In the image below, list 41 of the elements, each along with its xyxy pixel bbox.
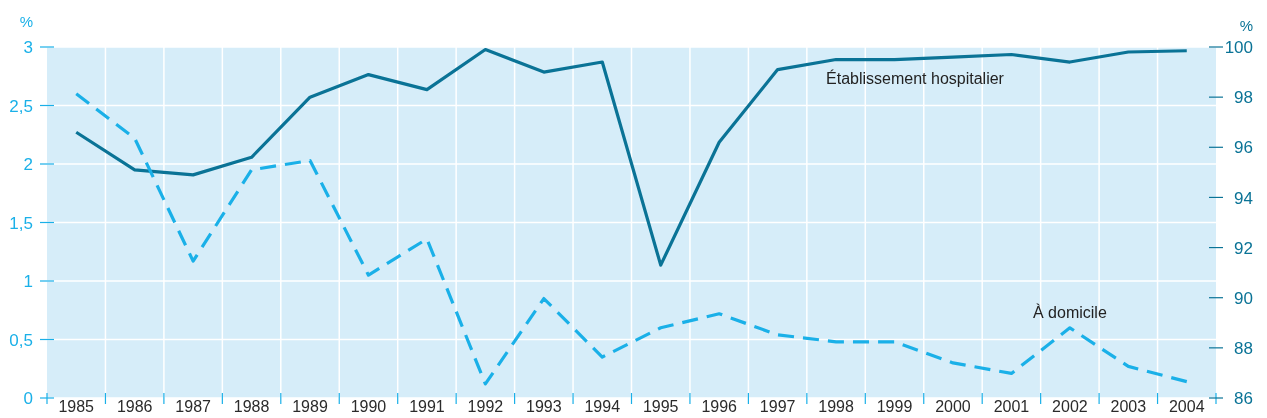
x-tick-label: 1989 (292, 398, 328, 415)
x-tick-label: 1995 (642, 398, 679, 415)
y2-tick-label: 90 (1234, 288, 1253, 308)
x-tick-label: 1997 (759, 398, 796, 415)
y-axis-title: % (19, 13, 33, 30)
y-tick-label: 2,5 (9, 96, 33, 116)
x-tick-label: 1998 (818, 398, 854, 415)
y-tick-label: 0,5 (9, 330, 33, 350)
x-tick-label: 1992 (467, 398, 504, 415)
x-tick-label: 1991 (409, 398, 445, 415)
y-tick-label: 0 (23, 389, 33, 409)
x-tick-label: 1986 (116, 398, 153, 415)
x-tick-label: 2001 (993, 398, 1030, 415)
y2-tick-label: 94 (1234, 188, 1253, 208)
y2-tick-label: 86 (1234, 389, 1253, 409)
x-tick-label: 1994 (584, 398, 621, 415)
y-tick-label: 3 (23, 38, 33, 58)
line-series (74, 92, 1189, 386)
y-tick-label: 1 (23, 272, 33, 292)
y2-tick-label: 96 (1234, 138, 1253, 158)
x-tick-label: 1999 (876, 398, 913, 415)
y-tick-label: 1,5 (9, 213, 33, 233)
y2-tick-label: 98 (1234, 88, 1253, 108)
x-tick-label: 1985 (58, 398, 95, 415)
series-label: Établissement hospitalier (826, 69, 1005, 87)
x-tick-label: 2004 (1168, 398, 1205, 415)
x-tick-label: 1988 (233, 398, 270, 415)
y2-tick-label: 100 (1224, 38, 1253, 58)
x-tick-label: 2002 (1052, 398, 1088, 415)
x-tick-label: 1996 (701, 398, 738, 415)
y2-tick-label: 88 (1234, 338, 1253, 358)
x-tick-label: 1987 (175, 398, 212, 415)
series-label: À domicile (1032, 303, 1107, 321)
x-tick-label: 2003 (1110, 398, 1147, 415)
y2-tick-label: 92 (1234, 238, 1253, 258)
x-tick-label: 1990 (350, 398, 387, 415)
x-tick-label: 1993 (526, 398, 562, 415)
line-series (74, 47, 1189, 267)
y2-axis-title: % (1239, 17, 1253, 34)
x-tick-label: 2000 (935, 398, 971, 415)
y-tick-label: 2 (23, 155, 33, 175)
